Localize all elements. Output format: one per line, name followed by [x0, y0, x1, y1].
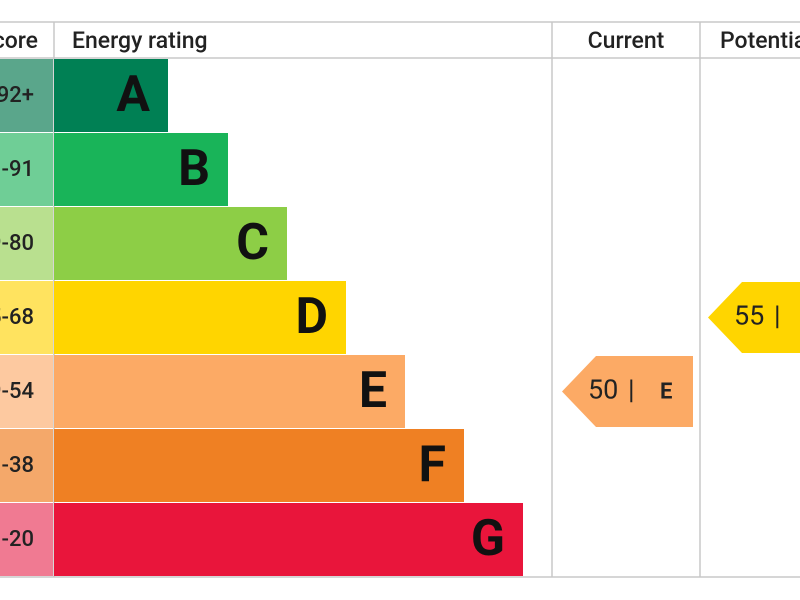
rating-letter: G [471, 510, 505, 568]
rating-bar [54, 133, 228, 206]
score-range: 92+ [0, 83, 34, 108]
rating-letter: C [236, 214, 269, 272]
separator: | [628, 374, 635, 406]
score-cell [0, 281, 53, 354]
rating-letter: F [419, 436, 446, 494]
score-range: 81-91 [0, 157, 34, 182]
current-rating: E [660, 379, 672, 404]
score-header: Score [0, 27, 38, 54]
separator: | [774, 300, 781, 332]
rating-bar [54, 281, 346, 354]
score-cell [0, 59, 53, 132]
rating-letter: B [178, 140, 210, 198]
rating-header: Energy rating [72, 27, 208, 54]
score-cell [0, 503, 53, 576]
score-cell [0, 207, 53, 280]
current-value: 50 [588, 374, 618, 406]
rating-bar [54, 59, 168, 132]
score-range: 21-38 [0, 453, 34, 478]
rating-bar [54, 355, 405, 428]
score-cell [0, 355, 53, 428]
score-range: 69-80 [0, 231, 34, 256]
rating-bar [54, 207, 287, 280]
score-range: 55-68 [0, 305, 34, 330]
rating-letter: D [296, 288, 329, 346]
score-range: 39-54 [0, 379, 34, 404]
score-cell [0, 429, 53, 502]
rating-letter: A [116, 66, 150, 124]
potential-value: 55 [734, 300, 764, 332]
rating-letter: E [359, 362, 387, 420]
current-header: Current [588, 27, 665, 54]
score-range: 1-20 [0, 527, 34, 552]
rating-bar [54, 503, 523, 576]
rating-bar [54, 429, 464, 502]
score-cell [0, 133, 53, 206]
current-arrow [562, 356, 693, 427]
potential-header: Potential [720, 27, 800, 54]
potential-arrow [708, 282, 800, 353]
